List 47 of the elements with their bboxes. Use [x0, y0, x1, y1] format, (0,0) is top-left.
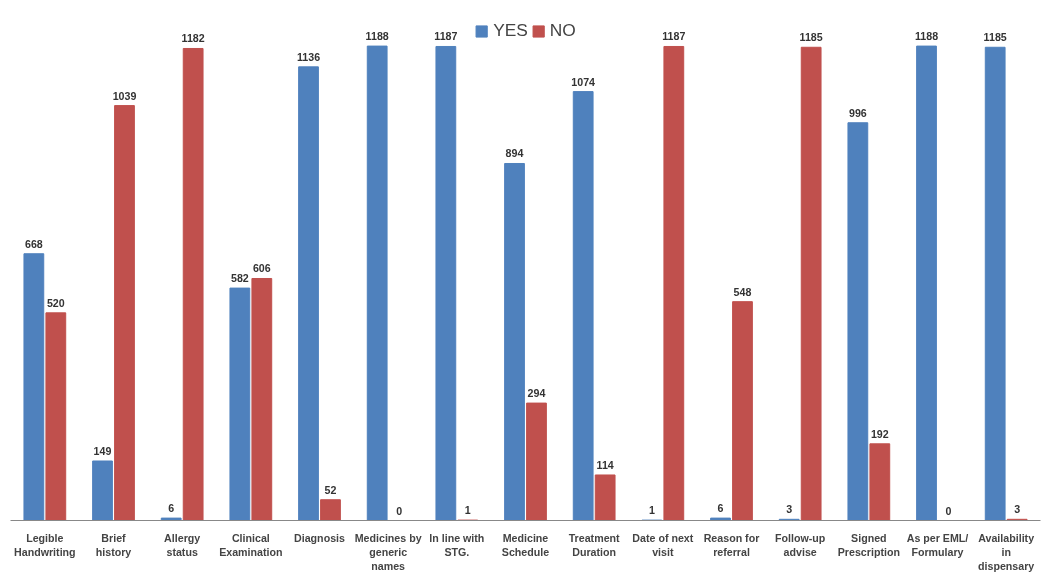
data-label: 114 [596, 458, 614, 471]
data-label: 1188 [365, 30, 389, 43]
data-label: 1182 [181, 32, 205, 45]
data-label: 1039 [112, 89, 137, 102]
data-label: 1185 [799, 31, 823, 44]
data-label: 548 [733, 285, 752, 298]
data-label: 0 [945, 504, 952, 517]
data-label: 1185 [983, 31, 1007, 44]
data-label: 668 [24, 237, 43, 250]
data-label: 582 [230, 272, 249, 285]
data-label: 1187 [662, 30, 686, 43]
x-tick-label: Medicine Schedule [501, 531, 550, 558]
x-tick-label: Treatment Duration [568, 531, 621, 558]
x-tick-label: Signed Prescription [837, 531, 900, 558]
x-tick-label: Diagnosis [294, 531, 346, 544]
data-label: 1074 [571, 75, 596, 88]
x-tick-label: Brief history [95, 531, 132, 558]
legend-label: NO [549, 20, 576, 41]
x-tick-label: Allergy status [164, 531, 201, 558]
data-label: 520 [46, 296, 65, 309]
data-label: 3 [786, 503, 793, 516]
data-label: 1136 [296, 50, 321, 63]
data-label: 3 [1014, 503, 1021, 516]
legend-label: YES [493, 20, 528, 41]
data-label: 894 [505, 147, 524, 160]
x-tick-label: Availability in dispensary [978, 531, 1035, 573]
data-label: 1187 [434, 30, 458, 43]
data-label: 6 [717, 502, 724, 515]
x-tick-label: As per EML/ Formulary [906, 531, 969, 558]
data-label: 149 [93, 445, 112, 457]
data-label: 1188 [914, 30, 939, 43]
x-tick-label: Date of next visit [632, 531, 694, 558]
data-label: 192 [870, 427, 889, 440]
x-tick-label: Legible Handwriting [14, 531, 76, 558]
x-tick-label: Clinical Examination [219, 531, 283, 558]
data-label: 1 [464, 504, 471, 517]
x-tick-label: Medicines by generic names [354, 531, 422, 573]
x-tick-label: Reason for referral [703, 531, 760, 558]
data-label: 996 [848, 106, 867, 119]
x-tick-label: In line with STG. [429, 531, 485, 558]
data-label: 0 [396, 504, 403, 517]
data-label: 52 [324, 483, 337, 496]
data-label: 606 [252, 262, 271, 275]
data-label: 1 [648, 504, 655, 517]
data-label: 6 [168, 502, 175, 515]
x-tick-label: Follow-up advise [775, 531, 826, 558]
data-label: 294 [527, 387, 546, 400]
